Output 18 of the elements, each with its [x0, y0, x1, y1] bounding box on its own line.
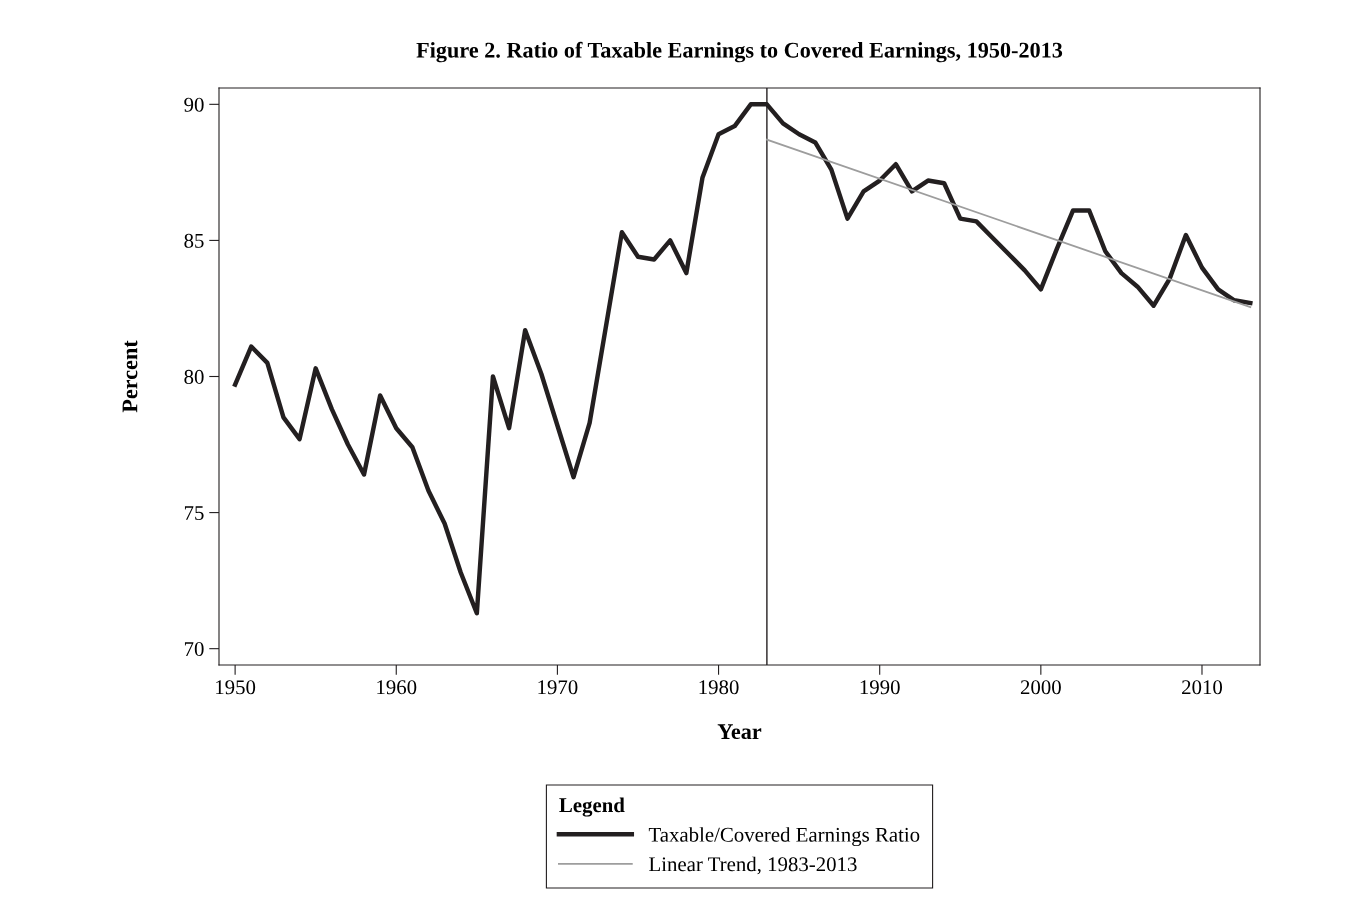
chart-title: Figure 2. Ratio of Taxable Earnings to Covered Earnings, 1950-2013	[416, 41, 1063, 63]
legend-label: Linear Trend, 1983-2013	[649, 856, 857, 875]
y-tick-label: 85	[184, 233, 204, 248]
y-tick-label: 70	[184, 642, 204, 657]
x-tick-label: 1950	[216, 680, 256, 695]
x-tick-label: 2010	[1182, 680, 1223, 695]
x-tick-label: 1960	[377, 680, 417, 695]
legend-label: Taxable/Covered Earnings Ratio	[648, 827, 920, 847]
y-tick-label: 80	[184, 369, 204, 384]
x-tick-label: 1970	[538, 680, 578, 695]
x-tick-label: 2000	[1020, 680, 1061, 695]
x-axis-title: Year	[717, 724, 762, 740]
legend-title: Legend	[559, 797, 625, 817]
x-tick-label: 1980	[699, 680, 739, 695]
x-tick-label: 1990	[860, 680, 900, 695]
y-axis-title: Percent	[122, 340, 138, 413]
y-tick-label: 75	[184, 506, 204, 521]
y-tick-label: 90	[184, 97, 204, 112]
